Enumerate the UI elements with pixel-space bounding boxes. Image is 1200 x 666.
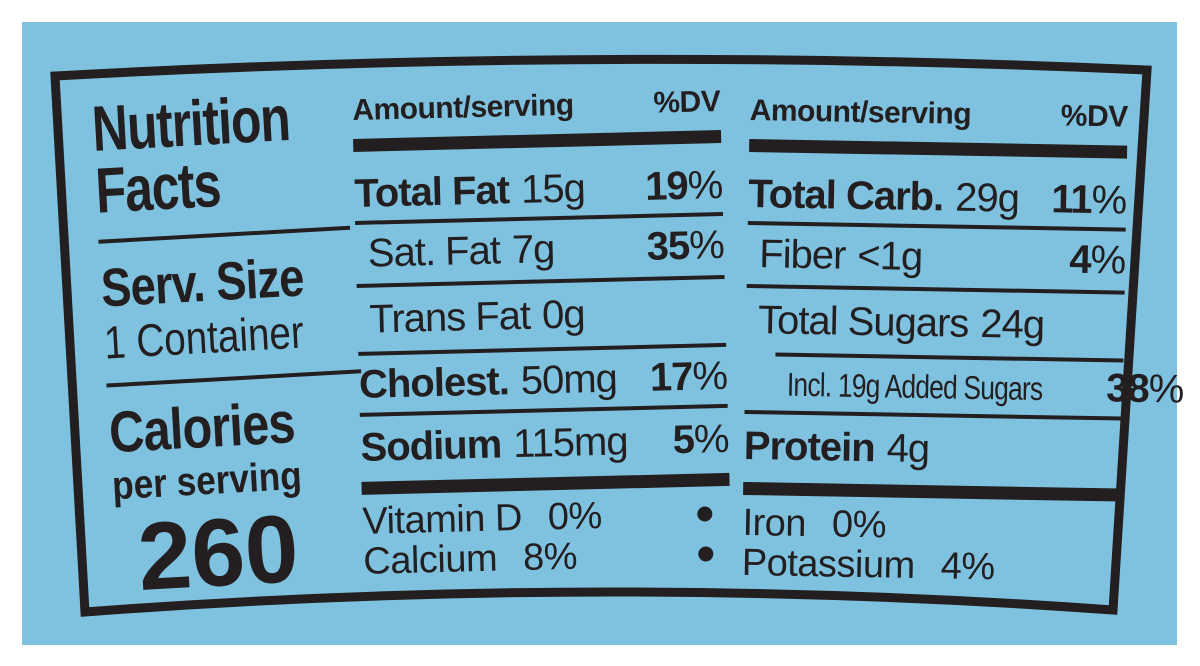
column-header: Amount/serving %DV [351, 85, 721, 127]
nutrient-dv: 5% [672, 416, 730, 463]
nutrient-amount: 4g [886, 426, 930, 472]
calories-value: 260 [135, 495, 302, 611]
micronutrient-name: Iron [742, 501, 807, 546]
micronutrient-name: Potassium [741, 541, 916, 587]
nutrient-name: Total Carb. [747, 171, 944, 220]
nutrient-name: Total Fat [353, 168, 510, 216]
nutrient-row-protein: Protein 4g [743, 422, 1122, 477]
thick-divider [353, 129, 722, 152]
nutrient-name: Sodium [360, 422, 502, 470]
nutrient-amount: 0g [541, 292, 586, 338]
nutrient-row-sodium: Sodium 115mg 5% [360, 415, 729, 472]
nutrient-name: Incl. 19g Added Sugars [786, 365, 1043, 408]
dv-header: %DV [1060, 99, 1128, 134]
nutrient-name: Sat. Fat [367, 228, 501, 276]
label-title: Nutrition Facts [90, 82, 301, 227]
calories-label: Calories [107, 390, 297, 466]
micronutrient-row-potassium: Potassium 4% [741, 541, 1121, 590]
amount-serving-header: Amount/serving [351, 88, 575, 127]
nutrient-amount: 15g [520, 166, 586, 212]
nutrient-name: Fiber [758, 232, 846, 278]
nutrient-amount: <1g [856, 233, 923, 280]
micronutrient-dv: 0% [547, 495, 603, 539]
micronutrient-name: Vitamin D [361, 496, 523, 543]
nutrient-column-right: Amount/serving %DV Total Carb. 29g 11% F… [741, 94, 1184, 590]
nutrient-name: Cholest. [358, 359, 510, 407]
micronutrient-name: Calcium [362, 537, 498, 583]
nutrient-amount: 24g [980, 302, 1045, 348]
thick-divider [743, 481, 1122, 502]
nutrient-amount: 7g [511, 227, 555, 273]
thick-divider [749, 138, 1128, 159]
label-title-line2: Facts [93, 147, 223, 227]
nutrient-row-added-sugars: Incl. 19g Added Sugars 38% [745, 360, 1184, 413]
dv-header: %DV [653, 85, 721, 120]
micronutrient-dv: 4% [940, 545, 996, 589]
summary-column: Nutrition Facts Serv. Size 1 Container C… [90, 75, 381, 611]
nutrient-name: Protein [743, 423, 876, 471]
nutrient-row-total-sugars: Total Sugars 24g [746, 296, 1125, 351]
amount-serving-header: Amount/serving [749, 94, 972, 131]
nutrient-amount: 29g [954, 175, 1020, 221]
serving-size-value: 1 Container [102, 305, 306, 369]
column-header: Amount/serving %DV [749, 94, 1128, 134]
divider [106, 369, 362, 388]
nutrient-row-fiber: Fiber <1g 4% [747, 230, 1126, 285]
nutrient-column-left: Amount/serving %DV Total Fat 15g 19% Sat… [351, 85, 732, 583]
divider [746, 283, 1125, 295]
micronutrient-dv: 0% [831, 503, 887, 547]
blue-background-panel [22, 22, 1177, 645]
nutrient-row-total-fat: Total Fat 15g 19% [354, 161, 723, 218]
nutrient-row-trans-fat: Trans Fat 0g [357, 287, 726, 344]
nutrient-dv: 19% [644, 162, 723, 209]
bullet-icon [697, 505, 713, 522]
nutrient-amount: 50mg [520, 356, 618, 403]
nutrient-row-cholesterol: Cholest. 50mg 17% [358, 352, 728, 409]
nutrient-dv: 38% [1105, 366, 1184, 412]
warped-border-path [50, 54, 1152, 617]
nutrient-dv: 4% [1068, 237, 1126, 283]
nutrient-name: Trans Fat [368, 293, 531, 342]
nutrient-amount: 115mg [512, 419, 629, 467]
micronutrient-dv: 8% [522, 535, 578, 579]
nutrient-dv: 11% [1050, 177, 1127, 223]
bullet-icon [698, 545, 714, 562]
thick-divider [361, 472, 730, 495]
nutrient-dv: 35% [646, 222, 725, 269]
nutrient-row-sat-fat: Sat. Fat 7g 35% [355, 221, 724, 278]
nutrient-dv: 17% [649, 353, 728, 400]
divider [356, 274, 725, 288]
nutrient-name: Total Sugars [757, 298, 969, 346]
nutrient-row-total-carb: Total Carb. 29g 11% [748, 170, 1127, 225]
divider [98, 225, 351, 244]
